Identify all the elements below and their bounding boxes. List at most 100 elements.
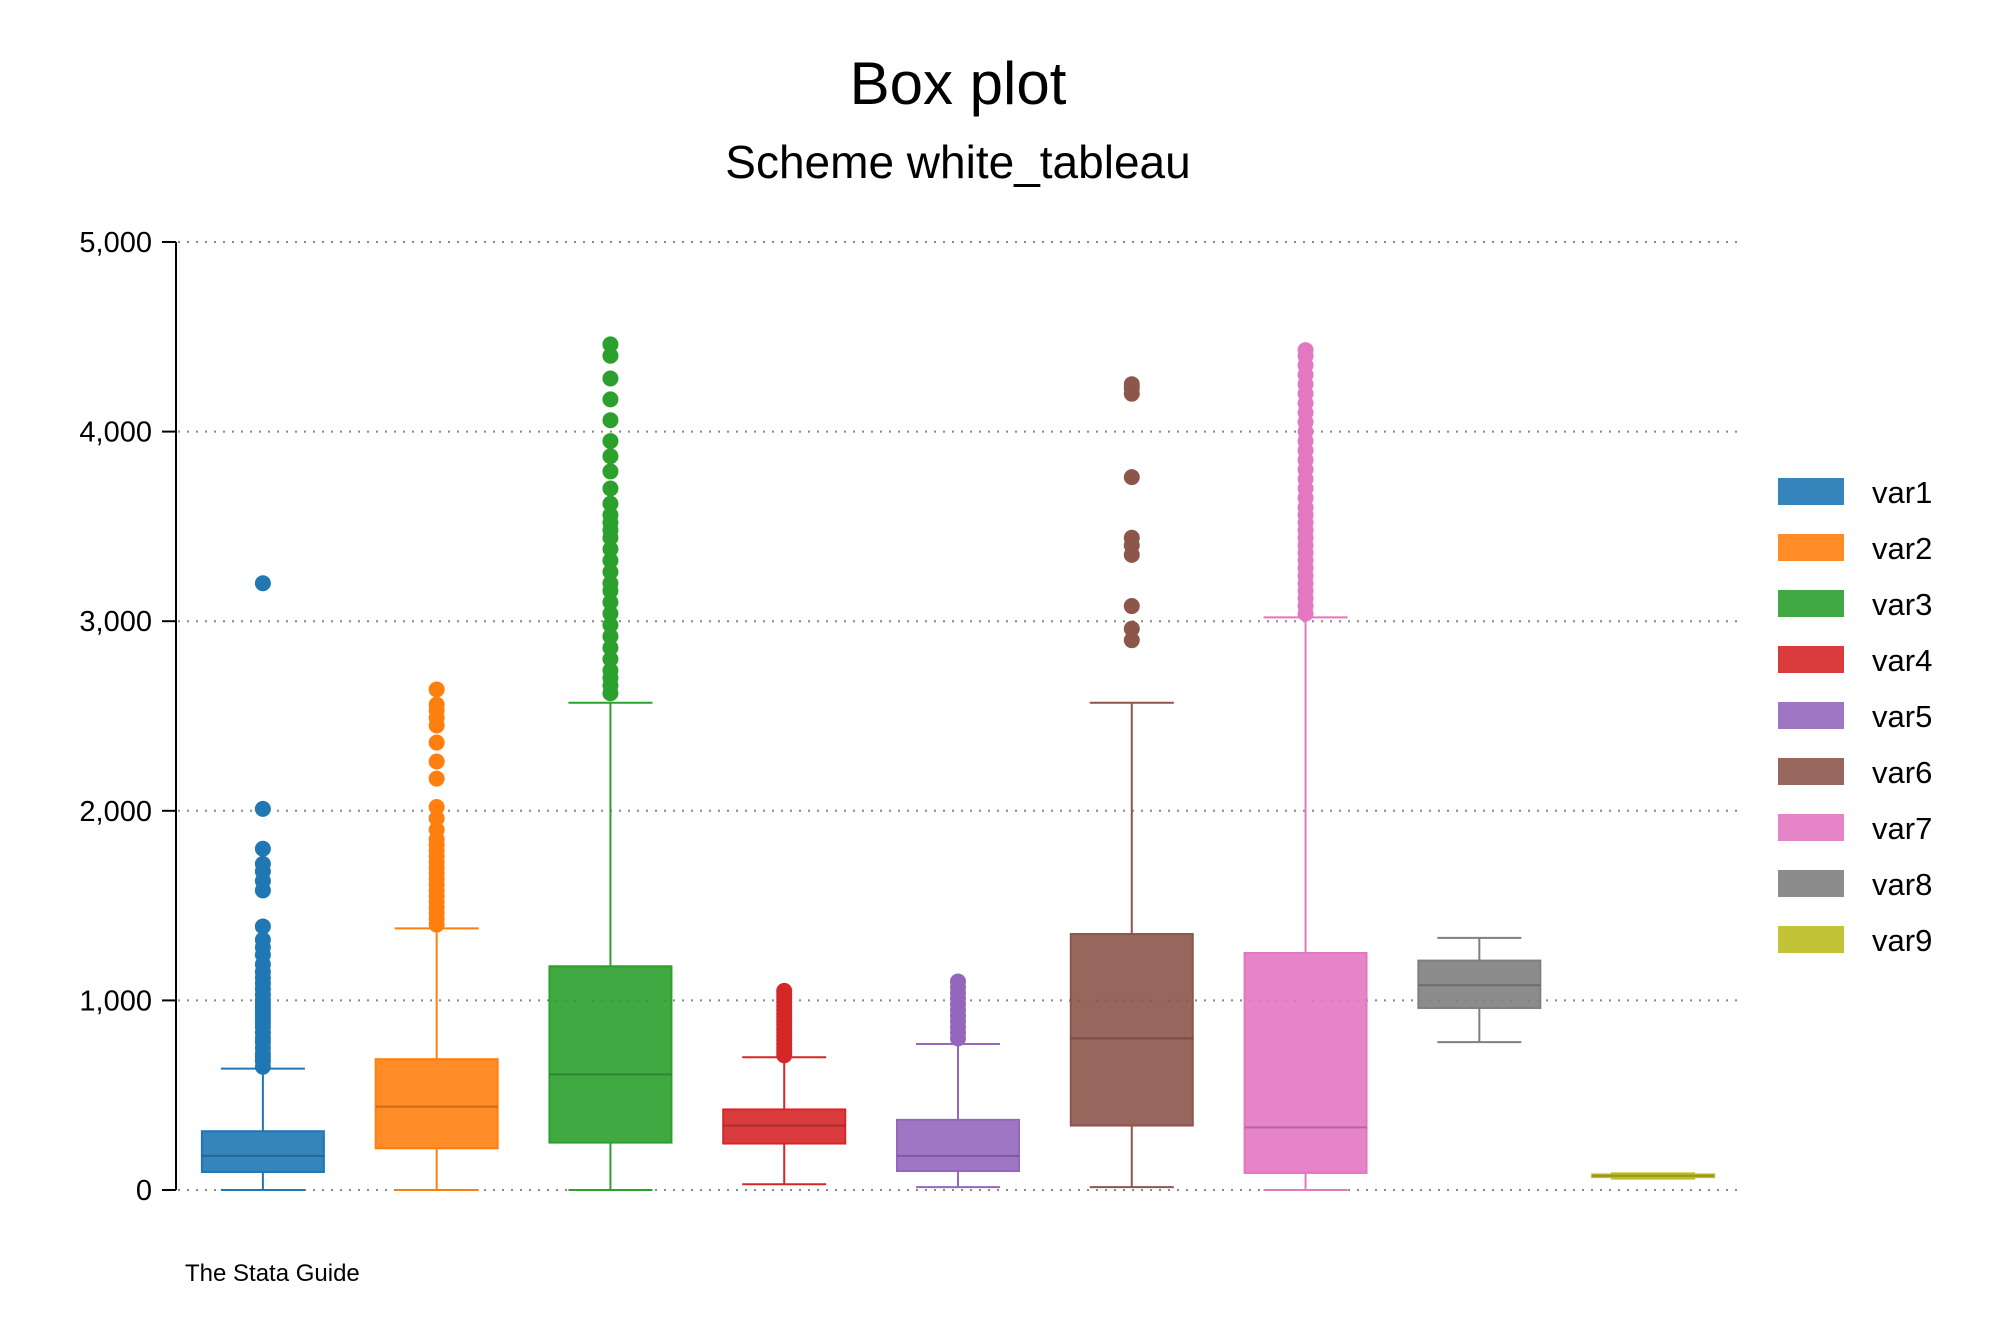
box-iqr [1417, 959, 1542, 1009]
chart-title: Box plot [850, 50, 1067, 117]
outlier-point [1297, 342, 1314, 359]
chart-note: The Stata Guide [185, 1260, 360, 1287]
legend-label: var3 [1872, 587, 1932, 622]
box-var6 [1069, 376, 1194, 1189]
box-var3 [548, 336, 673, 1191]
box-var4 [722, 982, 847, 1186]
box-iqr [1591, 1173, 1716, 1179]
legend-item-var4: var4 [1778, 643, 1932, 678]
y-tick-label: 2,000 [79, 796, 152, 828]
box-var2 [374, 681, 499, 1191]
outlier-point [1123, 376, 1140, 393]
chart-subtitle: Scheme white_tableau [725, 136, 1190, 188]
outlier-point [602, 628, 619, 645]
box-series-group [200, 336, 1716, 1191]
legend-item-var6: var6 [1778, 755, 1932, 790]
outlier-point [602, 495, 619, 512]
box-iqr [374, 1058, 499, 1150]
outlier-point [602, 594, 619, 611]
legend-swatch [1778, 758, 1844, 785]
outlier-point [1123, 469, 1140, 486]
outlier-point [1123, 632, 1140, 649]
outlier-point [602, 391, 619, 408]
box-var5 [896, 973, 1020, 1189]
legend-swatch [1778, 646, 1844, 673]
legend-label: var6 [1872, 755, 1932, 790]
outlier-point [428, 681, 445, 698]
legend-swatch [1778, 870, 1844, 897]
outlier-point [602, 605, 619, 622]
legend-label: var1 [1872, 475, 1932, 510]
outlier-point [254, 931, 271, 948]
legend-swatch [1778, 478, 1844, 505]
outlier-point [428, 810, 445, 827]
legend-label: var5 [1872, 699, 1932, 734]
box-iqr [200, 1130, 325, 1173]
outlier-point [1123, 598, 1140, 615]
box-iqr [1069, 933, 1194, 1127]
y-tick-label: 1,000 [79, 985, 152, 1017]
y-tick-label: 0 [136, 1175, 152, 1207]
legend-swatch [1778, 814, 1844, 841]
box-iqr [1243, 952, 1368, 1174]
outlier-point [602, 347, 619, 364]
legend-swatch [1778, 534, 1844, 561]
outlier-point [950, 973, 966, 990]
outlier-point [428, 696, 445, 713]
outlier-point [254, 800, 271, 817]
box-var7 [1243, 342, 1368, 1191]
legend-item-var7: var7 [1778, 811, 1932, 846]
legend-label: var9 [1872, 923, 1932, 958]
box-var9 [1591, 1172, 1716, 1180]
outlier-point [602, 480, 619, 497]
outlier-point [254, 855, 271, 872]
outlier-point [254, 918, 271, 935]
legend-swatch [1778, 702, 1844, 729]
legend-item-var1: var1 [1778, 475, 1932, 510]
outlier-point [602, 541, 619, 558]
legend-item-var9: var9 [1778, 923, 1932, 958]
outlier-point [602, 662, 619, 679]
outlier-point [602, 463, 619, 480]
legend-label: var2 [1872, 531, 1932, 566]
outlier-point [602, 563, 619, 580]
outlier-point [602, 616, 619, 633]
y-tick-label: 4,000 [79, 417, 152, 449]
outlier-point [254, 575, 271, 592]
outlier-point [428, 753, 445, 770]
outlier-point [1123, 620, 1140, 637]
legend-swatch [1778, 590, 1844, 617]
legend-item-var8: var8 [1778, 867, 1932, 902]
outlier-point [602, 639, 619, 656]
box-var1 [200, 575, 325, 1191]
outlier-point [602, 370, 619, 387]
outlier-point [602, 448, 619, 465]
outlier-point [776, 982, 793, 999]
legend-label: var7 [1872, 811, 1932, 846]
outlier-point [428, 734, 445, 751]
legend: var1 var2 var3 var4 var5 var6 var7 var8 var9 [1778, 475, 1932, 958]
legend-item-var5: var5 [1778, 699, 1932, 734]
outlier-point [602, 336, 619, 353]
y-axis: 0 1,000 2,000 3,000 4,000 5,000 [79, 227, 177, 1207]
outlier-point [428, 821, 445, 838]
y-tick-label: 5,000 [79, 227, 152, 259]
outlier-point [602, 507, 619, 524]
box-iqr [896, 1118, 1020, 1173]
legend-item-var2: var2 [1778, 531, 1932, 566]
box-iqr [548, 965, 673, 1144]
legend-label: var8 [1872, 867, 1932, 902]
outlier-point [428, 799, 445, 816]
outlier-point [602, 651, 619, 668]
box-var8 [1417, 936, 1542, 1044]
outlier-point [254, 840, 271, 857]
outlier-point [1123, 529, 1140, 546]
outlier-point [602, 575, 619, 592]
legend-label: var4 [1872, 643, 1932, 678]
outlier-point [602, 433, 619, 450]
outlier-point [602, 552, 619, 569]
legend-swatch [1778, 926, 1844, 953]
legend-item-var3: var3 [1778, 587, 1932, 622]
box-iqr [722, 1108, 847, 1145]
